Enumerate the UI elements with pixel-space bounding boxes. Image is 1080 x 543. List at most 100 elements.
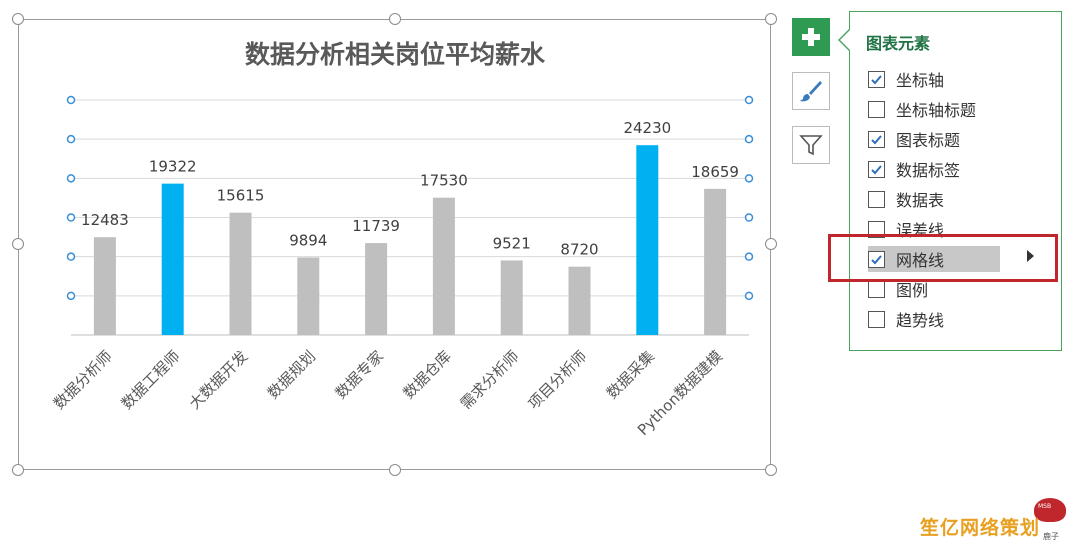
checkbox-unchecked[interactable] (868, 280, 885, 298)
category-label: 大数据开发 (186, 347, 252, 413)
resize-handle-top-right[interactable] (765, 13, 777, 25)
chart-elements-button[interactable] (792, 18, 830, 56)
bar[interactable] (229, 212, 252, 335)
data-label[interactable]: 17530 (420, 172, 468, 190)
watermark-small-text: 鹿子 (1043, 532, 1059, 541)
resize-handle-bottom-right[interactable] (765, 464, 777, 476)
gridline-selection-handle[interactable] (66, 291, 76, 301)
category-label: 需求分析师 (457, 347, 523, 413)
gridline-selection-handle[interactable] (66, 95, 76, 105)
gridline-selection-handle[interactable] (744, 174, 754, 183)
chart-element-option-label: 图例 (896, 281, 929, 300)
chart-element-option-label: 数据表 (896, 191, 945, 210)
gridline-selection-handle[interactable] (744, 291, 754, 301)
data-label[interactable]: 9521 (493, 234, 531, 252)
data-label[interactable]: 18659 (691, 163, 739, 181)
bars[interactable] (93, 145, 727, 335)
chart-element-option-label: 坐标轴 (896, 71, 945, 90)
chart-frame[interactable]: 数据分析相关岗位平均薪水 12483 19322 15615 9894 11739 175… (18, 19, 771, 470)
bar[interactable] (432, 197, 455, 335)
data-label[interactable]: 11739 (352, 217, 400, 235)
resize-handle-middle-left[interactable] (12, 238, 24, 250)
data-label[interactable]: 19322 (149, 158, 197, 176)
chart-element-option[interactable]: 数据标签 (868, 156, 1008, 182)
chart-element-option-label: 数据标签 (896, 161, 961, 180)
checkbox-unchecked[interactable] (868, 310, 885, 328)
gridline-selection-handle[interactable] (66, 252, 76, 261)
bar[interactable] (568, 266, 591, 335)
checkmark-icon (871, 74, 882, 84)
data-label[interactable]: 24230 (623, 119, 671, 137)
paintbrush-icon (800, 81, 822, 102)
plus-icon (802, 28, 820, 46)
bar[interactable] (636, 145, 659, 335)
chart-element-option[interactable]: 坐标轴 (868, 66, 1008, 92)
gridline-selection-handle[interactable] (744, 134, 754, 144)
bar[interactable] (161, 183, 184, 335)
chart-element-option-label: 网格线 (896, 251, 945, 270)
category-label: 数据采集 (603, 347, 658, 402)
category-label: 数据规划 (264, 347, 319, 402)
category-axis[interactable]: 数据分析师 数据工程师 大数据开发 数据规划 数据专家 数据仓库 需求分析师 项目分析师 数据采… (50, 347, 726, 439)
category-label: 数据工程师 (118, 347, 184, 413)
category-label: 项目分析师 (525, 347, 591, 413)
resize-handle-top-left[interactable] (12, 13, 24, 25)
chart-element-option[interactable]: 坐标轴标题 (868, 96, 1008, 122)
gridlines[interactable] (66, 95, 754, 336)
data-label[interactable]: 15615 (217, 187, 265, 205)
resize-handle-top-center[interactable] (389, 13, 401, 25)
gridline-selection-handle[interactable] (744, 252, 754, 261)
watermark-logo (1034, 498, 1066, 522)
checkbox-unchecked[interactable] (868, 190, 885, 208)
gridline-selection-handle[interactable] (744, 213, 754, 222)
checkmark-icon (871, 254, 882, 264)
resize-handle-bottom-left[interactable] (12, 464, 24, 476)
chart-element-option[interactable]: 图例 (868, 276, 1008, 302)
bar[interactable] (365, 243, 388, 335)
panel-pointer-inner (840, 29, 851, 51)
bar[interactable] (297, 257, 320, 335)
data-label[interactable]: 8720 (560, 241, 598, 259)
data-label[interactable]: 9894 (289, 231, 327, 249)
bar[interactable] (704, 188, 727, 335)
chart-element-option[interactable]: 趋势线 (868, 306, 1008, 332)
chart-element-option[interactable]: 数据表 (868, 186, 1008, 212)
checkbox-unchecked[interactable] (868, 220, 885, 238)
gridline-selection-handle[interactable] (66, 174, 76, 183)
gridline-selection-handle[interactable] (744, 95, 754, 105)
gridline-selection-handle[interactable] (66, 134, 76, 144)
checkmark-icon (871, 164, 882, 174)
category-label: 数据仓库 (400, 347, 455, 402)
funnel-icon (799, 135, 823, 156)
chart-styles-button[interactable] (792, 72, 830, 110)
bar[interactable] (93, 237, 116, 335)
data-labels[interactable]: 12483 19322 15615 9894 11739 17530 9521 8720 242… (81, 119, 739, 258)
chart-svg: 数据分析相关岗位平均薪水 12483 19322 15615 9894 11739 175… (50, 40, 754, 439)
gridline-selection-handle[interactable] (66, 213, 76, 222)
checkbox-checked[interactable] (868, 160, 885, 178)
watermark-text: 笙亿网络策划 (920, 517, 1041, 539)
checkbox-checked[interactable] (868, 130, 885, 148)
data-label[interactable]: 12483 (81, 211, 129, 229)
chart-title: 数据分析相关岗位平均薪水 (245, 40, 546, 69)
chart-element-option-label: 坐标轴标题 (896, 101, 977, 120)
checkbox-unchecked[interactable] (868, 100, 885, 118)
chart-elements-panel: 图表元素 坐标轴 坐标轴标题 图表标题 数据标签 数据表 误差线 网格线 图例 趋势线 (849, 11, 1062, 351)
gridlines-submenu-arrow-icon[interactable] (1027, 250, 1034, 262)
checkbox-checked[interactable] (868, 250, 885, 268)
resize-handle-middle-right[interactable] (765, 238, 777, 250)
panel-title: 图表元素 (866, 34, 931, 53)
category-label: 数据专家 (332, 347, 387, 402)
gridlines-highlight-box (828, 234, 1058, 282)
bar[interactable] (500, 260, 523, 335)
chart-element-option[interactable]: 网格线 (868, 246, 1000, 272)
chart-element-option-label: 图表标题 (896, 131, 961, 150)
chart-element-option-label: 趋势线 (896, 311, 945, 330)
chart-element-option[interactable]: 图表标题 (868, 126, 1008, 152)
watermark-badge: MSB (1038, 503, 1052, 510)
checkbox-checked[interactable] (868, 70, 885, 88)
chart-filters-button[interactable] (792, 126, 830, 164)
resize-handle-bottom-center[interactable] (389, 464, 401, 476)
checkmark-icon (871, 134, 882, 144)
category-label: 数据分析师 (50, 347, 116, 413)
